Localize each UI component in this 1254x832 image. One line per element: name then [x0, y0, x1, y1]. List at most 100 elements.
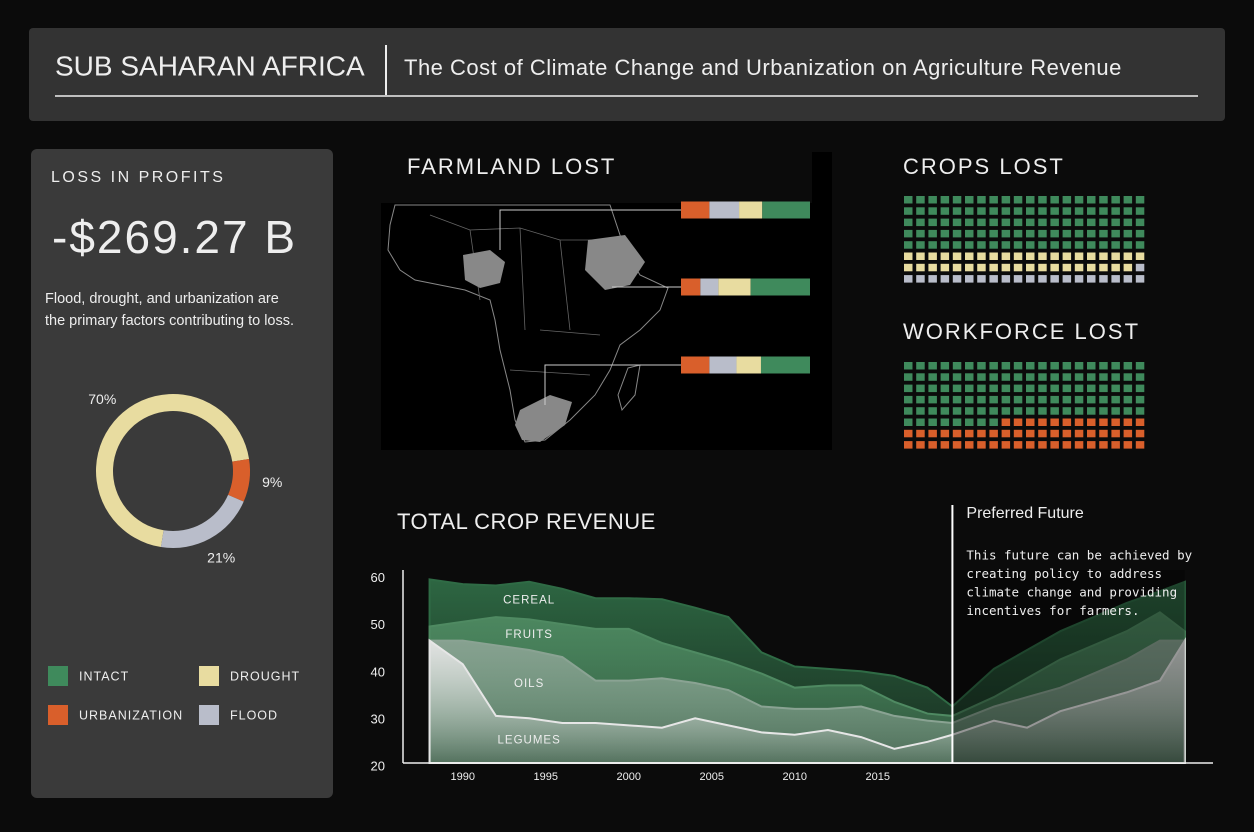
waffle-cell [904, 407, 913, 415]
waffle-cell [1123, 229, 1133, 238]
waffle-cell [1001, 207, 1011, 215]
waffle-cell [965, 263, 974, 272]
waffle-cell [1026, 407, 1035, 415]
waffle-cell [940, 373, 950, 381]
bar-segment [709, 356, 737, 374]
waffle-cell [1026, 252, 1035, 260]
waffle-cell [1050, 384, 1059, 393]
waffle-cell [1001, 241, 1011, 249]
legend-label: FLOOD [230, 708, 278, 722]
bar-segment [739, 201, 763, 219]
waffle-cell [1062, 229, 1072, 238]
waffle-cell [989, 275, 998, 283]
chart-title: WORKFORCE LOST [903, 319, 1140, 344]
waffle-cell [1087, 407, 1096, 415]
waffle-cell [1013, 207, 1023, 215]
waffle-cell [1135, 407, 1145, 415]
waffle-cell [940, 241, 950, 249]
waffle-cell [952, 395, 962, 404]
waffle-cell [1026, 373, 1035, 381]
waffle-cell [916, 241, 925, 249]
waffle-cell [1001, 252, 1011, 260]
waffle-cell [989, 429, 998, 438]
waffle-cell [916, 196, 925, 204]
waffle-cell [1013, 252, 1023, 260]
waffle-cell [1001, 384, 1011, 393]
waffle-cell [965, 418, 974, 426]
waffle-cell [952, 362, 962, 370]
waffle-cell [1074, 407, 1084, 415]
waffle-cell [989, 229, 998, 238]
waffle-cell [1038, 441, 1047, 449]
waffle-cell [1062, 362, 1072, 370]
waffle-cell [1001, 229, 1011, 238]
waffle-cell [1001, 407, 1011, 415]
waffle-cell [940, 441, 950, 449]
waffle-cell [1087, 395, 1096, 404]
waffle-cell [1038, 252, 1047, 260]
waffle-cell [1135, 229, 1145, 238]
profits-label: LOSS IN PROFITS [51, 169, 225, 186]
waffle-cell [916, 373, 925, 381]
waffle-cell [1013, 263, 1023, 272]
waffle-cell [1001, 275, 1011, 283]
waffle-cell [1099, 207, 1108, 215]
waffle-cell [928, 429, 937, 438]
waffle-cell [1099, 218, 1108, 227]
series-label: LEGUMES [498, 735, 561, 747]
waffle-cell [1123, 362, 1133, 370]
chart-title: CROPS LOST [903, 154, 1065, 179]
waffle-cell [1099, 395, 1108, 404]
waffle-cell [1087, 384, 1096, 393]
waffle-cell [1099, 196, 1108, 204]
waffle-cell [904, 373, 913, 381]
waffle-cell [928, 218, 937, 227]
waffle-cell [1135, 241, 1145, 249]
waffle-cell [977, 263, 986, 272]
waffle-cell [1135, 207, 1145, 215]
waffle-cell [1087, 373, 1096, 381]
waffle-cell [965, 229, 974, 238]
waffle-cell [977, 429, 986, 438]
waffle-cell [940, 395, 950, 404]
waffle-cell [940, 384, 950, 393]
waffle-cell [1001, 395, 1011, 404]
waffle-cell [1111, 362, 1120, 370]
waffle-cell [1111, 395, 1120, 404]
nigeria [463, 250, 505, 288]
waffle-cell [916, 395, 925, 404]
map-background [812, 152, 832, 212]
waffle-cell [952, 407, 962, 415]
waffle-cell [1001, 418, 1011, 426]
legend-swatch [48, 666, 68, 686]
bar-segment [681, 201, 710, 219]
waffle-cell [1074, 441, 1084, 449]
waffle-cell [928, 241, 937, 249]
waffle-cell [940, 218, 950, 227]
waffle-cell [977, 407, 986, 415]
waffle-cell [940, 252, 950, 260]
header-title: SUB SAHARAN AFRICA [55, 50, 365, 81]
waffle-cell [1026, 418, 1035, 426]
waffle-cell [928, 362, 937, 370]
waffle-cell [916, 263, 925, 272]
waffle-cell [977, 441, 986, 449]
waffle-cell [1074, 384, 1084, 393]
waffle-cell [989, 196, 998, 204]
waffle-cell [904, 429, 913, 438]
waffle-cell [952, 252, 962, 260]
x-tick-label: 1995 [534, 771, 558, 783]
waffle-cell [1099, 362, 1108, 370]
waffle-cell [1087, 362, 1096, 370]
waffle-cell [1087, 218, 1096, 227]
waffle-cell [977, 418, 986, 426]
y-tick-label: 40 [371, 664, 385, 679]
waffle-cell [1062, 275, 1072, 283]
waffle-cell [916, 252, 925, 260]
waffle-cell [989, 384, 998, 393]
waffle-cell [1050, 407, 1059, 415]
bar-segment [681, 278, 701, 296]
waffle-cell [1026, 441, 1035, 449]
waffle-cell [1026, 384, 1035, 393]
legend-label: DROUGHT [230, 669, 300, 683]
